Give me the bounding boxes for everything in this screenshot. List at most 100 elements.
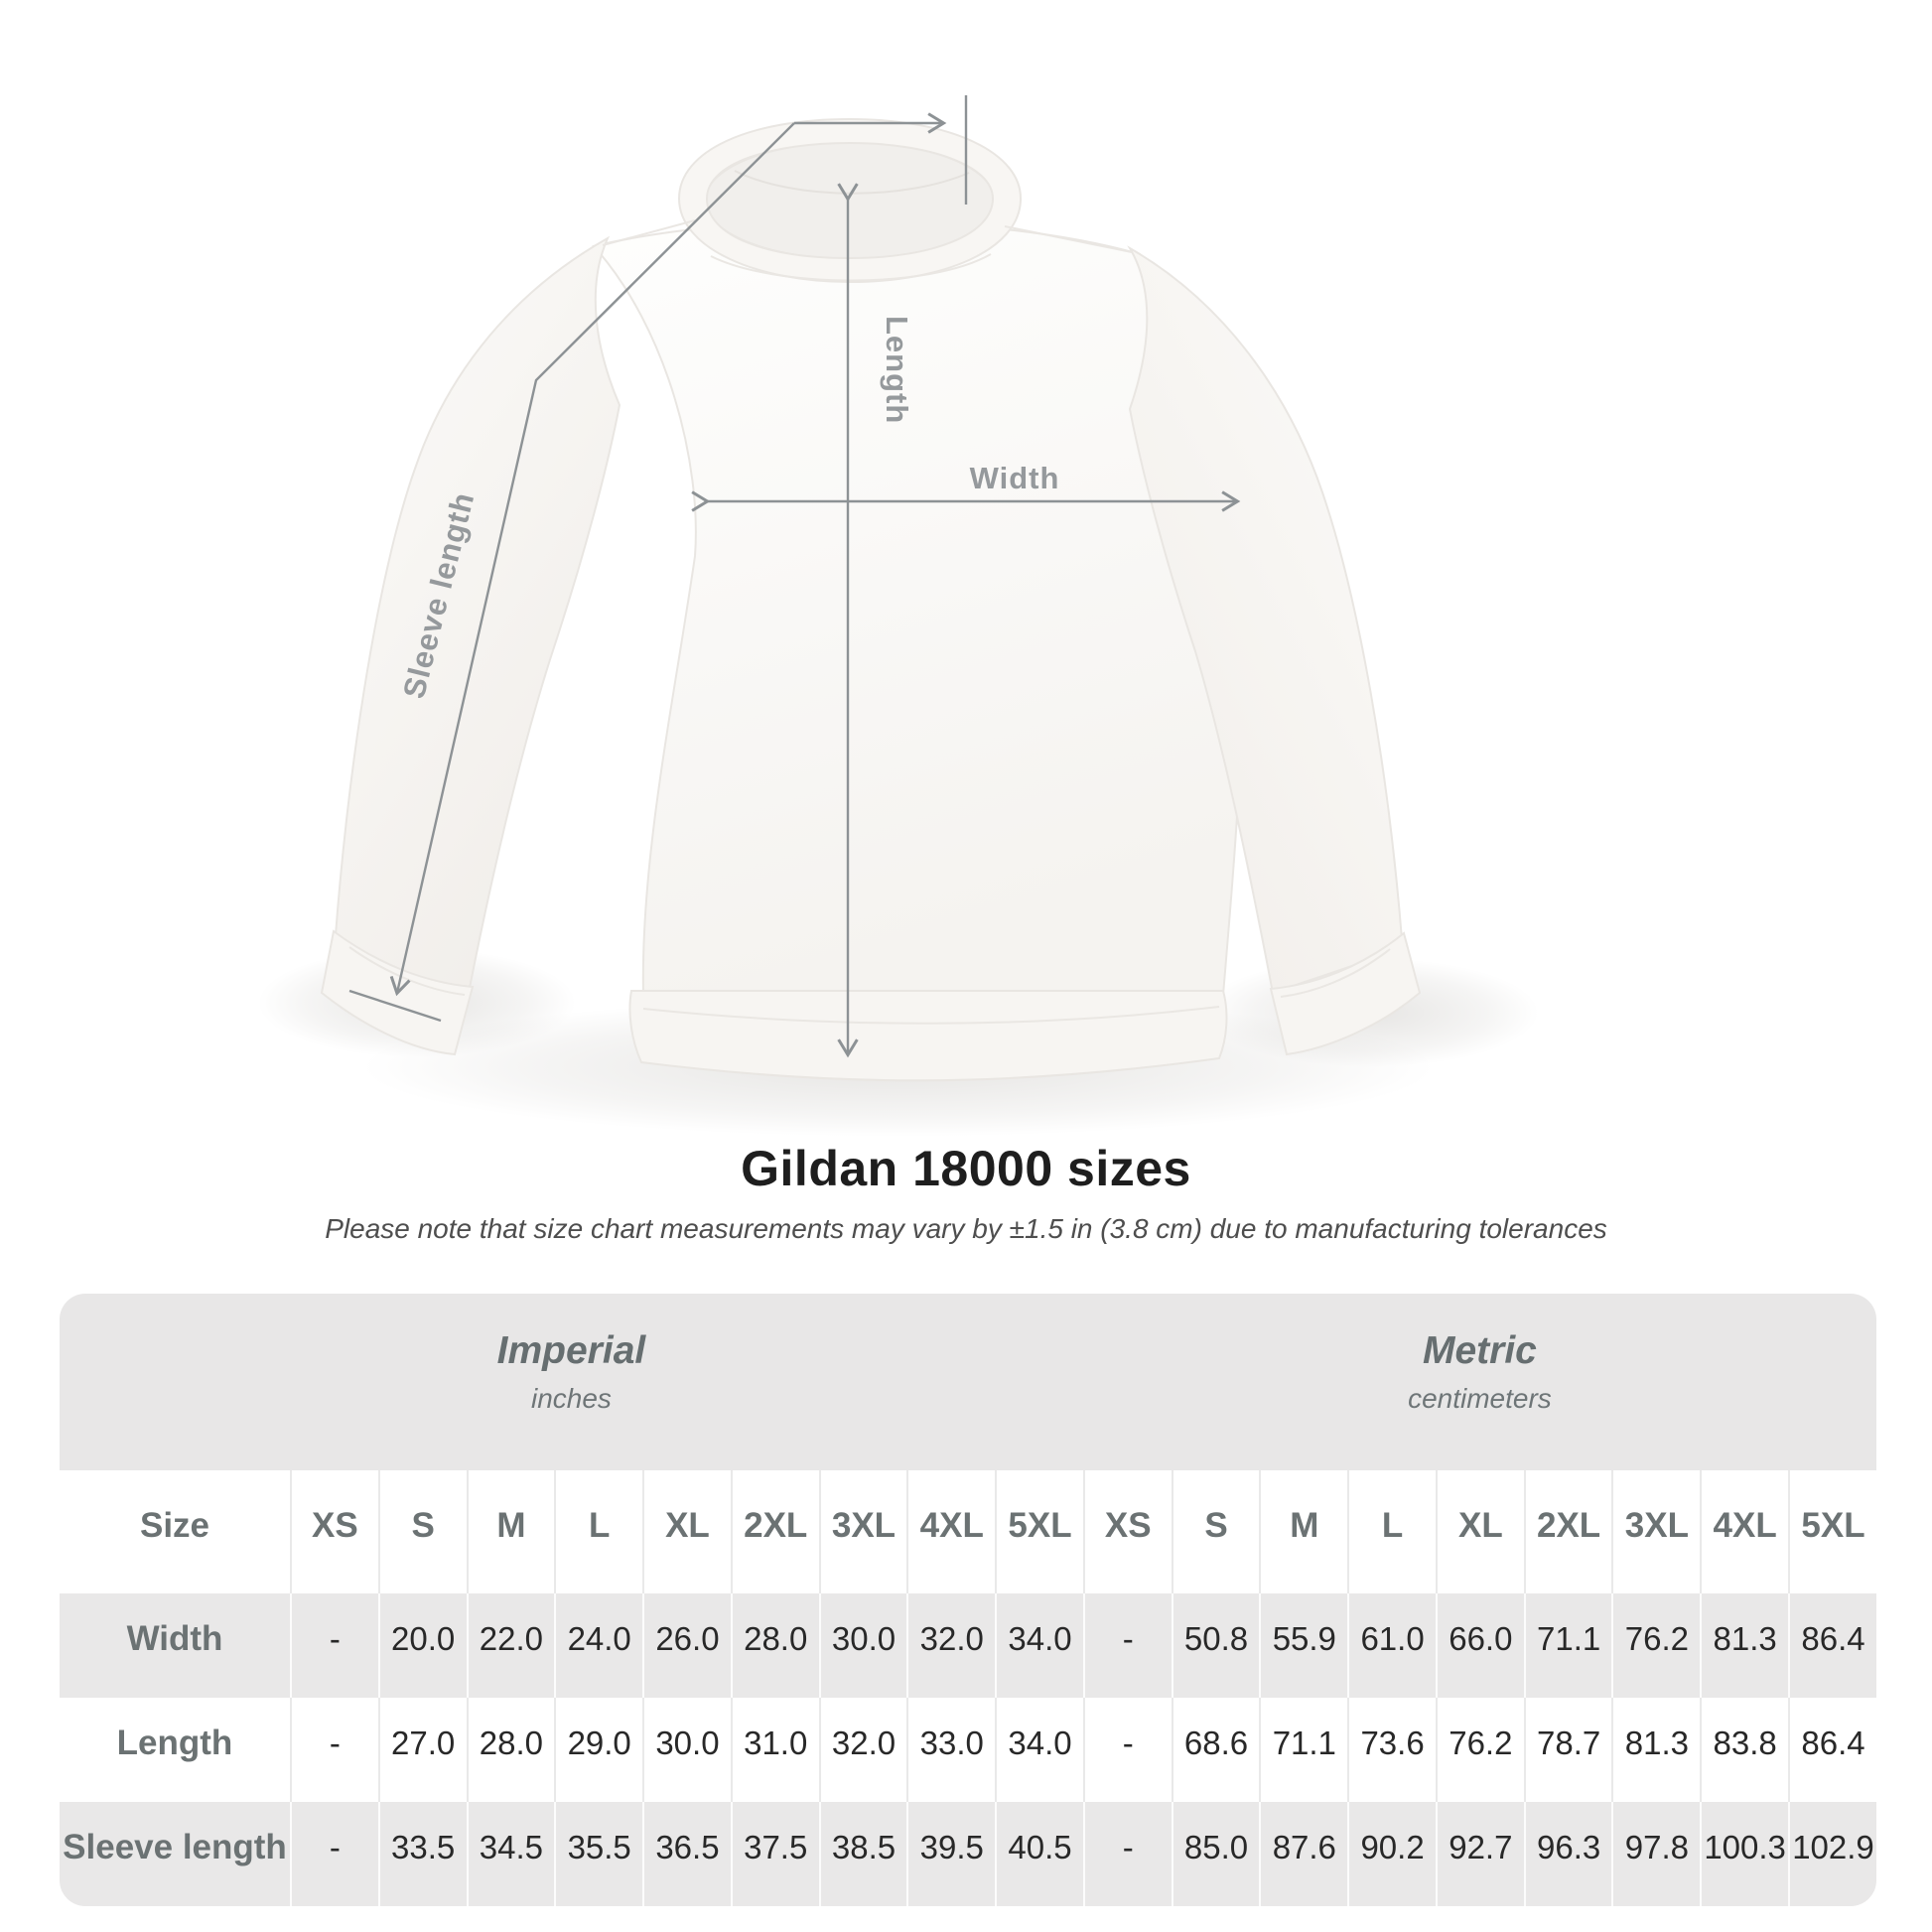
value-metric-0: -: [1082, 1593, 1172, 1698]
value-imperial-3: 29.0: [554, 1698, 643, 1802]
size-chart-container: Imperial inches Metric centimeters Size X…: [60, 1294, 1876, 1906]
value-imperial-3: 35.5: [554, 1802, 643, 1906]
value-imperial-5: 28.0: [730, 1593, 819, 1698]
tolerance-note: Please note that size chart measurements…: [325, 1213, 1607, 1244]
sleeve-measure-line: [389, 122, 795, 997]
value-imperial-6: 38.5: [818, 1802, 907, 1906]
size-header-row: Size XS S M L XL 2XL 3XL 4XL 5XL XS S M L XL 2XL 3XL 4XL 5…: [60, 1470, 1876, 1593]
imperial-label: Imperial: [496, 1328, 646, 1372]
value-metric-8: 102.9: [1788, 1802, 1876, 1906]
size-header-imperial-5xl: 5XL: [995, 1470, 1083, 1593]
value-imperial-5: 37.5: [730, 1802, 819, 1906]
value-metric-3: 61.0: [1347, 1593, 1436, 1698]
value-metric-4: 66.0: [1435, 1593, 1524, 1698]
value-imperial-1: 33.5: [377, 1802, 467, 1906]
sweatshirt-right-sleeve: [1127, 245, 1404, 995]
value-metric-8: 86.4: [1788, 1593, 1876, 1698]
size-header-imperial-m: M: [466, 1470, 555, 1593]
size-header-imperial-2xl: 2XL: [730, 1470, 819, 1593]
sweatshirt-measurement-diagram: Length Width Sleeve length: [258, 95, 1539, 1137]
row-label: Width: [60, 1593, 290, 1698]
value-imperial-8: 40.5: [995, 1802, 1083, 1906]
value-metric-4: 76.2: [1435, 1698, 1524, 1802]
value-imperial-4: 30.0: [642, 1698, 731, 1802]
size-header-metric-4xl: 4XL: [1700, 1470, 1789, 1593]
size-header-imperial-s: S: [377, 1470, 467, 1593]
value-metric-7: 81.3: [1700, 1593, 1789, 1698]
value-metric-2: 71.1: [1259, 1698, 1348, 1802]
measurement-row-sleeve-length: Sleeve length -33.5 34.5 35.5 36.5 37.5 38.5 39…: [60, 1802, 1876, 1906]
size-header-imperial-xs: XS: [290, 1470, 378, 1593]
metric-group-header: Metric centimeters: [1082, 1294, 1876, 1470]
measurement-row-width: Width -20.0 22.0 24.0 26.0 28.0 30.0 32.0 34.0-5…: [60, 1593, 1876, 1698]
size-header-metric-l: L: [1347, 1470, 1436, 1593]
value-metric-7: 83.8: [1700, 1698, 1789, 1802]
value-imperial-4: 36.5: [642, 1802, 731, 1906]
size-header-metric-xl: XL: [1435, 1470, 1524, 1593]
sweatshirt-illustration: [320, 117, 1422, 1082]
value-metric-3: 73.6: [1347, 1698, 1436, 1802]
value-imperial-3: 24.0: [554, 1593, 643, 1698]
value-imperial-5: 31.0: [730, 1698, 819, 1802]
title-block: Gildan 18000 sizes Please note that size…: [0, 1140, 1932, 1245]
value-metric-1: 68.6: [1171, 1698, 1260, 1802]
value-metric-2: 87.6: [1259, 1802, 1348, 1906]
size-chart-table: Imperial inches Metric centimeters Size X…: [60, 1294, 1876, 1906]
value-metric-4: 92.7: [1435, 1802, 1524, 1906]
value-imperial-2: 22.0: [466, 1593, 555, 1698]
value-imperial-8: 34.0: [995, 1593, 1083, 1698]
measurement-row-length: Length -27.0 28.0 29.0 30.0 31.0 32.0 33.0 34.0-…: [60, 1698, 1876, 1802]
row-label: Length: [60, 1698, 290, 1802]
sweatshirt-right-cuff: [1269, 931, 1422, 1056]
size-header-metric-2xl: 2XL: [1523, 1470, 1612, 1593]
value-imperial-7: 39.5: [906, 1802, 996, 1906]
sleeve-tick-bottom: [348, 989, 442, 1023]
value-metric-6: 76.2: [1611, 1593, 1701, 1698]
size-header-imperial-4xl: 4XL: [906, 1470, 996, 1593]
value-imperial-6: 32.0: [818, 1698, 907, 1802]
value-imperial-6: 30.0: [818, 1593, 907, 1698]
value-imperial-0: -: [290, 1802, 378, 1906]
imperial-group-header: Imperial inches: [60, 1294, 1083, 1470]
value-metric-5: 71.1: [1523, 1593, 1612, 1698]
size-header-metric-xs: XS: [1082, 1470, 1172, 1593]
value-metric-1: 50.8: [1171, 1593, 1260, 1698]
length-annotation-label: Length: [880, 316, 914, 424]
value-imperial-2: 34.5: [466, 1802, 555, 1906]
value-metric-2: 55.9: [1259, 1593, 1348, 1698]
metric-label: Metric: [1423, 1328, 1537, 1372]
value-metric-8: 86.4: [1788, 1698, 1876, 1802]
value-metric-5: 78.7: [1523, 1698, 1612, 1802]
imperial-unit-label: inches: [530, 1382, 612, 1414]
size-column-header: Size: [60, 1470, 290, 1593]
measurement-annotations: [348, 95, 1241, 1058]
value-metric-6: 97.8: [1611, 1802, 1701, 1906]
value-imperial-0: -: [290, 1593, 378, 1698]
width-annotation-label: Width: [970, 461, 1060, 495]
value-imperial-1: 20.0: [377, 1593, 467, 1698]
size-header-imperial-3xl: 3XL: [818, 1470, 907, 1593]
value-metric-0: -: [1082, 1698, 1172, 1802]
size-header-imperial-xl: XL: [642, 1470, 731, 1593]
value-imperial-0: -: [290, 1698, 378, 1802]
value-metric-7: 100.3: [1700, 1802, 1789, 1906]
value-imperial-1: 27.0: [377, 1698, 467, 1802]
size-header-metric-m: M: [1259, 1470, 1348, 1593]
value-imperial-7: 32.0: [906, 1593, 996, 1698]
size-header-metric-s: S: [1171, 1470, 1260, 1593]
value-metric-6: 81.3: [1611, 1698, 1701, 1802]
value-imperial-4: 26.0: [642, 1593, 731, 1698]
sweatshirt-waistband: [628, 990, 1228, 1082]
page-title: Gildan 18000 sizes: [741, 1141, 1191, 1196]
value-metric-1: 85.0: [1171, 1802, 1260, 1906]
value-metric-0: -: [1082, 1802, 1172, 1906]
unit-group-header-row: Imperial inches Metric centimeters: [60, 1294, 1876, 1470]
value-imperial-8: 34.0: [995, 1698, 1083, 1802]
value-imperial-2: 28.0: [466, 1698, 555, 1802]
size-header-imperial-l: L: [554, 1470, 643, 1593]
value-metric-3: 90.2: [1347, 1802, 1436, 1906]
size-header-metric-3xl: 3XL: [1611, 1470, 1701, 1593]
value-metric-5: 96.3: [1523, 1802, 1612, 1906]
size-header-metric-5xl: 5XL: [1788, 1470, 1876, 1593]
